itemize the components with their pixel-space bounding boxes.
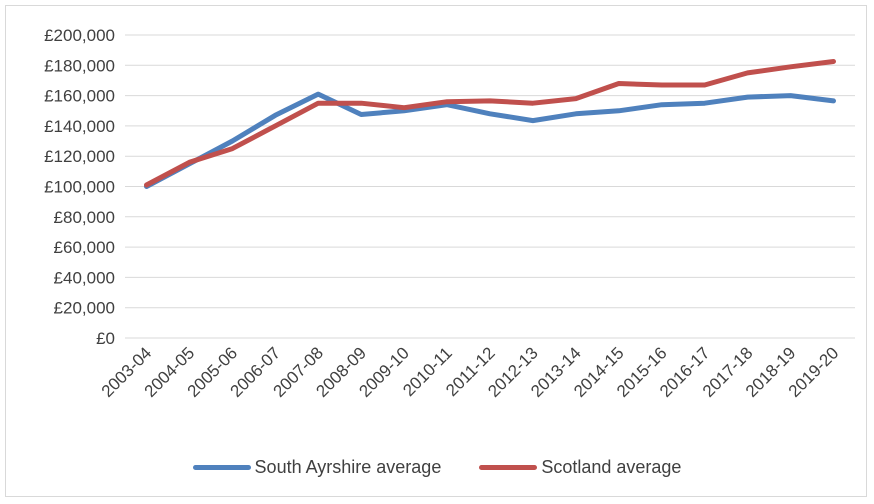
legend-swatch-scotland	[479, 464, 538, 470]
y-tick-label: £0	[96, 329, 115, 348]
gridlines	[125, 34, 855, 339]
chart-area	[5, 5, 867, 497]
legend: South Ayrshire average Scotland average	[0, 452, 874, 482]
legend-label-scotland: Scotland average	[541, 456, 682, 477]
series-line-south-ayrshire	[144, 91, 836, 189]
series-line-scotland	[144, 59, 836, 188]
y-tick-label: £60,000	[54, 238, 115, 257]
legend-item-scotland: Scotland average	[479, 457, 681, 478]
y-tick-label: £200,000	[44, 26, 115, 45]
y-axis-tick-labels: £0 £20,000 £40,000 £60,000 £80,000 £100,000 £1…	[44, 26, 115, 348]
y-tick-label: £140,000	[44, 117, 115, 136]
y-tick-label: £120,000	[44, 147, 115, 166]
y-tick-label: £20,000	[54, 299, 115, 318]
y-tick-label: £40,000	[54, 268, 115, 287]
legend-label-south-ayrshire: South Ayrshire average	[254, 456, 442, 477]
y-tick-label: £180,000	[44, 56, 115, 75]
y-tick-label: £80,000	[54, 208, 115, 227]
series-lines	[144, 59, 836, 189]
legend-swatch-south-ayrshire	[192, 464, 251, 470]
legend-item-south-ayrshire: South Ayrshire average	[192, 456, 442, 478]
y-tick-label: £100,000	[44, 178, 115, 197]
x-axis-tick-labels: 2003-042004-052005-062006-072007-082008-…	[98, 343, 843, 401]
y-tick-label: £160,000	[44, 87, 115, 106]
